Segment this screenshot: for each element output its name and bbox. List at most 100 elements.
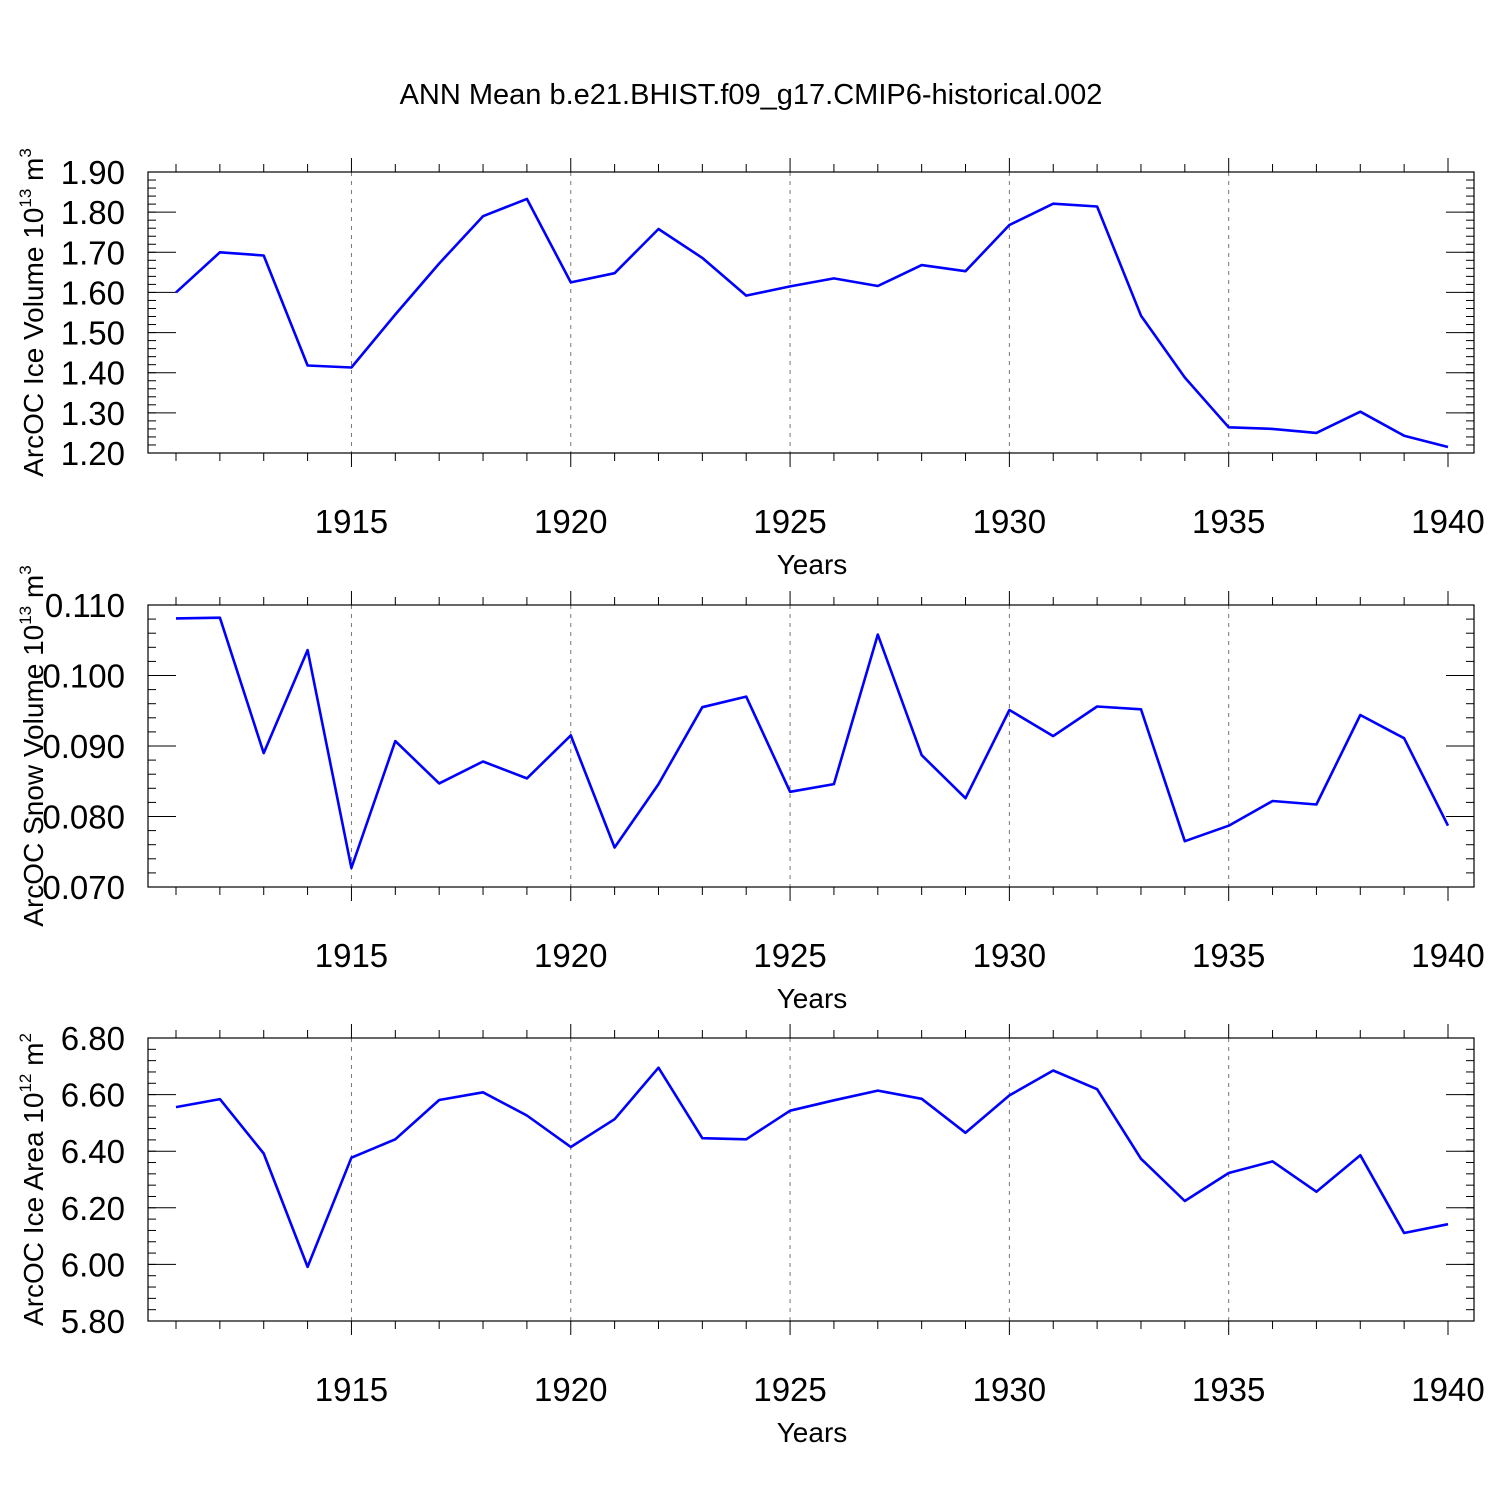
chart-2-point-1936 [1271,1160,1274,1163]
chart-1-ytick-label-1: 0.080 [42,799,125,836]
chart-1-point-1917 [438,782,441,785]
chart-1-point-1918 [482,760,485,763]
chart-0-frame [147,171,1475,454]
chart-2-y-axis-title-part-1: 12 [16,1074,35,1093]
chart-0-point-1915 [350,366,353,369]
chart-2-point-1925 [789,1109,792,1112]
chart-1-point-1912 [219,616,222,619]
chart-2-point-1938 [1359,1154,1362,1157]
chart-1-point-1933 [1140,708,1143,711]
ice-volume-panel: 1.201.301.401.50 1.601.701.801.90 1915 1920… [16,148,1485,580]
chart-1-x-axis-title: Years [777,983,848,1014]
chart-0-point-1932 [1096,205,1099,208]
chart-1-point-1914 [306,649,309,652]
chart-1-point-1916 [394,740,397,743]
chart-0-point-1921 [613,272,616,275]
chart-1-point-1935 [1227,824,1230,827]
chart-2-point-1924 [745,1138,748,1141]
chart-1-point-1931 [1052,735,1055,738]
chart-2-point-1911 [175,1106,178,1109]
chart-0-point-1936 [1271,428,1274,431]
chart-0-point-1938 [1359,410,1362,413]
chart-0-point-1931 [1052,202,1055,205]
chart-0-point-1919 [526,198,529,201]
chart-1-point-1924 [745,695,748,698]
chart-1-point-1915 [350,867,353,870]
chart-2-point-1921 [613,1118,616,1121]
chart-2-xtick-label-4: 1935 [1192,1371,1265,1408]
chart-1-point-1929 [964,797,967,800]
chart-2-ytick-label-5: 6.80 [61,1020,125,1057]
chart-0-point-1939 [1403,434,1406,437]
chart-0-point-1937 [1315,432,1318,435]
chart-2-point-1919 [526,1114,529,1117]
chart-0-ytick-label-2: 1.40 [61,355,125,392]
chart-0-series-line [175,197,1449,449]
chart-1-ytick-label-4: 0.110 [45,587,125,624]
chart-0-point-1925 [789,285,792,288]
chart-1-xtick-label-3: 1930 [973,937,1046,974]
chart-1-point-1926 [833,783,836,786]
chart-2-y-axis-title-part-3: 2 [16,1033,35,1042]
chart-2-series-line [175,1066,1449,1269]
chart-0-point-1940 [1447,446,1450,449]
chart-0-point-1927 [876,285,879,288]
chart-0-ytick-label-7: 1.90 [61,154,125,191]
chart-1-point-1923 [701,706,704,709]
chart-2-xtick-label-5: 1940 [1411,1371,1484,1408]
chart-2-ytick-label-1: 6.00 [61,1246,125,1283]
chart-2-point-1933 [1140,1158,1143,1161]
chart-2-point-1914 [306,1266,309,1269]
chart-2-point-1916 [394,1138,397,1141]
chart-2-point-1918 [482,1091,485,1094]
snow-volume-panel: 0.070 0.080 0.090 0.100 0.110 1915 1920 1925 193… [16,565,1485,1014]
chart-2-x-axis-title: Years [777,1417,848,1448]
chart-2-point-1922 [657,1066,660,1069]
chart-0-point-1935 [1227,426,1230,429]
chart-2-xtick-label-0: 1915 [315,1371,388,1408]
chart-0-point-1930 [1008,224,1011,227]
chart-2-xtick-label-1: 1920 [534,1371,607,1408]
chart-2-point-1917 [438,1099,441,1102]
figure-title: ANN Mean b.e21.BHIST.f09_g17.CMIP6-histo… [400,79,1103,111]
chart-1-xtick-label-1: 1920 [534,937,607,974]
chart-2-ytick-label-2: 6.20 [61,1190,125,1227]
chart-0-ytick-label-5: 1.70 [61,234,125,271]
chart-2-ytick-label-4: 6.60 [61,1077,125,1114]
chart-0-point-1917 [438,262,441,265]
chart-1-y-axis-title-part-2: m [18,575,49,606]
chart-2-point-1932 [1096,1088,1099,1091]
chart-0-xtick-label-0: 1915 [315,503,388,540]
chart-0-xtick-label-4: 1935 [1192,503,1265,540]
chart-1-xtick-label-0: 1915 [315,937,388,974]
chart-1-point-1930 [1008,709,1011,712]
chart-1-point-1932 [1096,705,1099,708]
chart-2-point-1913 [262,1152,265,1155]
chart-0-ytick-label-3: 1.50 [61,315,125,352]
chart-0-ytick-label-1: 1.30 [61,395,125,432]
chart-0-y-axis-title-part-2: m [18,158,49,189]
chart-1-point-1921 [613,846,616,849]
chart-0-y-axis-title-part-0: ArcOC Ice Volume 10 [18,208,49,477]
chart-1-point-1928 [920,754,923,757]
chart-1-point-1939 [1403,737,1406,740]
chart-0-point-1922 [657,228,660,231]
chart-0-ytick-label-6: 1.80 [61,194,125,231]
chart-1-point-1927 [876,633,879,636]
chart-0-y-axis-title-part-3: 3 [16,148,35,157]
chart-0-xtick-label-5: 1940 [1411,503,1484,540]
chart-0-point-1934 [1184,376,1187,379]
chart-1-point-1919 [526,777,529,780]
chart-2-point-1940 [1447,1223,1450,1226]
chart-0-point-1920 [569,281,572,284]
chart-1-point-1925 [789,791,792,794]
chart-0-point-1912 [219,251,222,254]
chart-2-xtick-label-3: 1930 [973,1371,1046,1408]
chart-1-point-1911 [175,617,178,620]
chart-0-point-1918 [482,215,485,218]
chart-1-xtick-label-2: 1925 [753,937,826,974]
chart-1-point-1913 [262,752,265,755]
chart-0-ytick-label-0: 1.20 [61,435,125,472]
chart-0-point-1913 [262,254,265,257]
